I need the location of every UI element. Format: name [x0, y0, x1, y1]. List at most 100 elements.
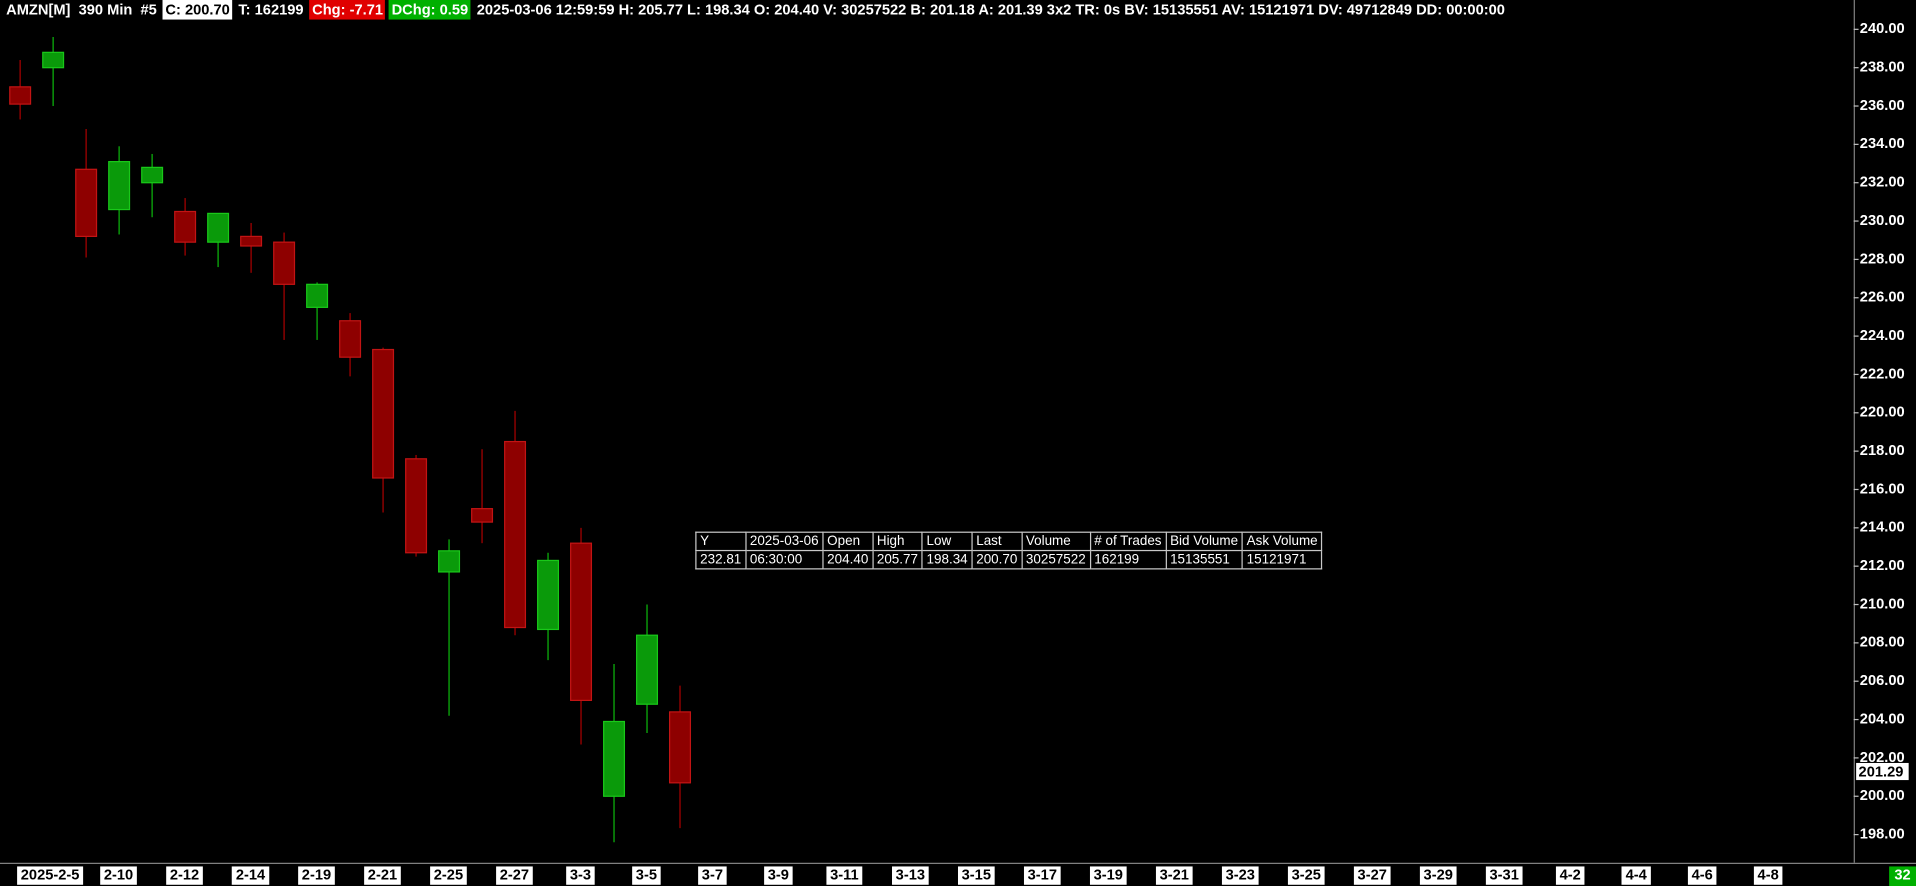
y-tick-label: 214.00	[1860, 520, 1905, 536]
table-cell: High	[871, 531, 923, 552]
x-tick-label: 2-21	[368, 867, 397, 883]
y-tick-label: 198.00	[1860, 826, 1905, 842]
candle-body	[9, 86, 32, 105]
x-tick-box	[430, 866, 467, 885]
candle-body	[603, 720, 626, 797]
x-tick-box	[496, 866, 533, 885]
candle-body	[108, 161, 131, 211]
y-tick-label: 226.00	[1860, 290, 1905, 306]
y-tick-label: 212.00	[1860, 558, 1905, 574]
x-tick-label: 3-23	[1226, 867, 1255, 883]
table-cell: Open	[822, 531, 874, 552]
x-tick-label: 3-29	[1424, 867, 1453, 883]
x-tick-box	[1221, 866, 1259, 885]
x-tick-box	[1023, 866, 1061, 885]
x-tick-label: 3-27	[1358, 867, 1387, 883]
candle-body	[405, 458, 428, 554]
table-cell: 30257522	[1021, 549, 1091, 570]
y-tick-label: 232.00	[1860, 175, 1905, 191]
candle-body	[504, 440, 527, 629]
candle-body	[537, 559, 560, 631]
x-tick-box	[100, 866, 137, 885]
y-tick-label: 208.00	[1860, 635, 1905, 651]
x-tick-label: 4-2	[1560, 867, 1581, 883]
x-tick-label: 2-12	[170, 867, 199, 883]
table-row: 232.81 06:30:00 204.40 205.77 198.34 200.70 30…	[695, 549, 1323, 570]
table-cell: Y	[695, 531, 747, 552]
last-price-label: 201.29	[1859, 765, 1904, 781]
x-tick-box	[364, 866, 401, 885]
x-tick-box	[826, 866, 863, 885]
y-tick-label: 204.00	[1860, 711, 1905, 727]
table-cell: 200.70	[971, 549, 1023, 570]
x-tick-label: 4-6	[1692, 867, 1713, 883]
table-cell: 198.34	[921, 549, 973, 570]
header-title: AMZN[M] 390 Min #5	[6, 1, 157, 19]
candle-body	[141, 166, 164, 184]
x-tick-box	[1419, 866, 1457, 885]
candle-body	[207, 212, 230, 243]
y-tick-label: 234.00	[1860, 136, 1905, 152]
x-tick-label: 3-11	[830, 867, 859, 883]
y-tick-label: 220.00	[1860, 405, 1905, 421]
candle-body	[240, 235, 263, 247]
y-tick-label: 228.00	[1860, 251, 1905, 267]
x-tick-label: 3-13	[896, 867, 925, 883]
y-tick-label: 230.00	[1860, 213, 1905, 229]
y-tick-label: 224.00	[1860, 328, 1905, 344]
table-cell: 162199	[1089, 549, 1167, 570]
x-tick-label: 3-25	[1292, 867, 1321, 883]
candle-body	[372, 348, 395, 479]
x-tick-box	[1089, 866, 1127, 885]
header-daily-change: DChg: 0.59	[389, 0, 471, 20]
x-tick-box	[1753, 866, 1783, 885]
y-tick-label: 240.00	[1860, 21, 1905, 37]
header-change: Chg: -7.71	[309, 0, 386, 20]
x-tick-label: 2-10	[104, 867, 133, 883]
data-window: Y 2025-03-06 Open High Low Last Volume # of Tra…	[695, 531, 1323, 570]
x-tick-label: 3-15	[962, 867, 991, 883]
x-tick-box	[1687, 866, 1717, 885]
y-tick-label: 238.00	[1860, 60, 1905, 76]
table-cell: Volume	[1021, 531, 1091, 552]
candle-body	[75, 168, 98, 238]
x-tick-label: 2-19	[302, 867, 331, 883]
table-cell: Last	[971, 531, 1023, 552]
header-close: C: 200.70	[162, 0, 233, 20]
x-tick-box	[1155, 866, 1193, 885]
y-tick-label: 236.00	[1860, 98, 1905, 114]
candle-body	[669, 711, 692, 784]
table-cell: Low	[921, 531, 973, 552]
table-cell: 15135551	[1165, 549, 1243, 570]
x-tick-box	[298, 866, 335, 885]
y-tick-label: 222.00	[1860, 366, 1905, 382]
data-table: Y 2025-03-06 Open High Low Last Volume # of Tra…	[695, 531, 1323, 570]
candle-body	[174, 210, 197, 243]
x-tick-box	[698, 866, 727, 885]
x-tick-box	[566, 866, 595, 885]
header-trades: T: 162199	[238, 1, 304, 19]
header-details: 2025-03-06 12:59:59 H: 205.77 L: 198.34 …	[476, 1, 1505, 19]
table-cell: 2025-03-06	[744, 531, 824, 552]
table-cell: 205.77	[871, 549, 923, 570]
x-tick-box	[1555, 866, 1585, 885]
x-tick-box	[892, 866, 929, 885]
table-cell: 06:30:00	[744, 549, 824, 570]
x-tick-label: 4-8	[1758, 867, 1779, 883]
x-tick-box	[632, 866, 661, 885]
x-tick-label: 3-19	[1094, 867, 1123, 883]
table-cell: # of Trades	[1089, 531, 1167, 552]
x-tick-label: 3-31	[1490, 867, 1519, 883]
candle-body	[339, 320, 362, 358]
x-tick-label: 3-21	[1160, 867, 1189, 883]
y-tick-label: 206.00	[1860, 673, 1905, 689]
last-price-box	[1856, 762, 1909, 781]
corner-label: 32	[1894, 867, 1910, 883]
y-tick-label: 202.00	[1860, 750, 1905, 766]
table-cell: Bid Volume	[1165, 531, 1243, 552]
y-tick-label: 218.00	[1860, 443, 1905, 459]
x-tick-label: 2-27	[500, 867, 529, 883]
table-cell: Ask Volume	[1241, 531, 1323, 552]
